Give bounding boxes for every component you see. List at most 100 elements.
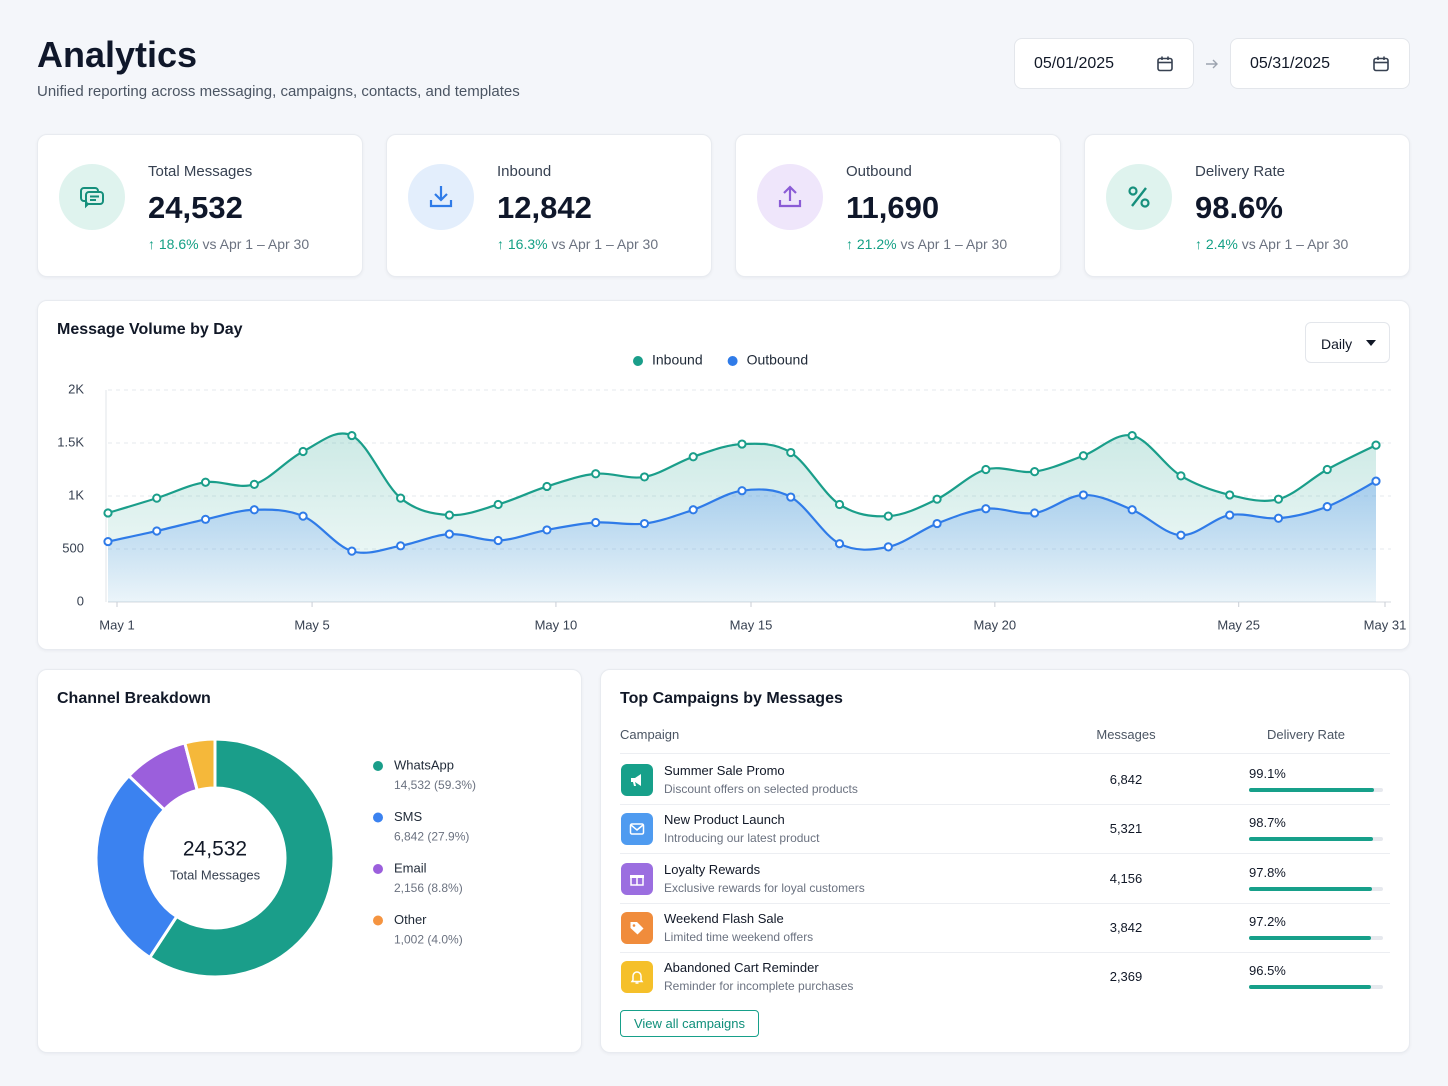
data-point (152, 526, 162, 536)
data-point (1176, 530, 1186, 540)
row-icon-glyph (631, 774, 641, 786)
data-point (298, 446, 308, 457)
data-point (396, 541, 406, 551)
kpi-icon (408, 164, 474, 230)
delivery-rate: 96.5% (1249, 963, 1286, 979)
kpi-comparison: vs Apr 1 – Apr 30 (551, 236, 659, 252)
data-point (932, 494, 942, 504)
data-point (1371, 476, 1381, 486)
data-point (1225, 510, 1235, 520)
column-header: Delivery Rate (1266, 727, 1346, 742)
page-subtitle: Unified reporting across messaging, camp… (37, 83, 520, 100)
rate-track (1249, 935, 1383, 940)
data-point (883, 542, 893, 552)
x-tick-label: May 31 (1364, 617, 1407, 632)
range-arrow (1206, 59, 1218, 69)
y-tick-label: 1.5K (57, 434, 84, 449)
kpi-change: ↑ 18.6% vs Apr 1 – Apr 30 (148, 236, 310, 252)
campaign-name: Summer Sale Promo (664, 763, 785, 778)
interval-select[interactable]: Daily (1305, 322, 1390, 363)
legend-swatch (373, 864, 383, 874)
data-point (834, 499, 845, 510)
start-date[interactable]: 05/01/2025 (1014, 38, 1194, 89)
end-date-text: 05/31/2025 (1250, 55, 1331, 72)
data-point (493, 499, 503, 510)
row-icon (621, 961, 653, 994)
y-tick-label: 2K (68, 381, 84, 396)
campaign-messages: 3,842 (1109, 919, 1143, 935)
data-point (493, 535, 503, 546)
data-point (542, 525, 552, 535)
kpi-change-value: 21.2% (856, 236, 897, 252)
legend-swatch (727, 356, 738, 366)
kpi-value: 12,842 (497, 190, 592, 225)
kpi-comparison: vs Apr 1 – Apr 30 (900, 236, 1008, 252)
legend-swatch (633, 356, 643, 366)
data-point (1078, 490, 1088, 500)
row-icon (621, 764, 653, 796)
y-tick-label: 0 (77, 593, 84, 608)
kpi-label: Total Messages (148, 163, 253, 180)
view-all-button[interactable]: View all campaigns (620, 1010, 759, 1037)
kpi-comparison: vs Apr 1 – Apr 30 (1241, 236, 1349, 252)
data-point (737, 486, 747, 496)
start-date-text: 05/01/2025 (1034, 55, 1115, 72)
chart-title: Channel Breakdown (57, 690, 211, 707)
line-chart: 0 500 1K 1.5K 2K May 1 May 5 May 10 May 15 May 20… (57, 352, 1407, 633)
legend-swatch (373, 915, 383, 926)
legend-label: Inbound (652, 352, 703, 368)
rate-bar (1249, 837, 1374, 842)
delivery-rate: 98.7% (1249, 815, 1286, 831)
page-title: Analytics (37, 34, 198, 75)
data-point (639, 472, 650, 482)
kpi-value: 98.6% (1195, 190, 1283, 225)
legend-swatch (373, 812, 383, 823)
data-point (786, 492, 796, 502)
row-icon-glyph (630, 971, 644, 984)
data-point (737, 439, 747, 449)
kpi-change-value: 18.6% (158, 236, 199, 252)
campaign-description: Reminder for incomplete purchases (664, 979, 854, 994)
data-point (200, 514, 211, 524)
x-tick-label: May 10 (535, 617, 578, 632)
kpi-change: ↑ 16.3% vs Apr 1 – Apr 30 (497, 236, 659, 252)
end-date[interactable]: 05/31/2025 (1230, 38, 1410, 89)
y-tick-label: 500 (62, 540, 84, 555)
data-point (1078, 451, 1088, 461)
channel-card: 24,532 Total Messages WhatsApp 14,532 (59.3… (37, 669, 582, 1053)
area-fill (108, 481, 1376, 602)
data-point (103, 508, 113, 518)
kpi-value: 24,532 (148, 190, 243, 225)
campaign-messages: 4,156 (1109, 870, 1143, 886)
rate-track (1249, 985, 1383, 990)
campaigns-card: Top Campaigns by Messages Campaign Messa… (600, 669, 1410, 1053)
x-tick-label: May 20 (974, 617, 1017, 632)
data-point (688, 505, 698, 515)
campaign-name: Abandoned Cart Reminder (664, 960, 819, 976)
rate-track (1249, 837, 1383, 842)
kpi-value: 11,690 (846, 190, 940, 225)
rate-bar (1249, 886, 1373, 891)
rate-track (1249, 788, 1383, 792)
kpi-label: Delivery Rate (1195, 163, 1286, 180)
dropdown-caret (1366, 340, 1376, 346)
data-point (591, 517, 601, 528)
row-icon (621, 911, 653, 944)
divider (620, 902, 1390, 904)
data-point (883, 511, 893, 521)
data-point (103, 536, 113, 547)
donut-slice (94, 773, 179, 960)
table-title: Top Campaigns by Messages (620, 690, 843, 707)
data-point (591, 469, 601, 479)
column-header: Campaign (620, 727, 680, 742)
campaign-description: Discount offers on selected products (664, 782, 858, 796)
x-tick-label: May 1 (99, 617, 134, 632)
divider (620, 753, 1390, 754)
data-point (639, 518, 650, 529)
donut-slice (182, 737, 217, 793)
kpi-change: ↑ 2.4% vs Apr 1 – Apr 30 (1195, 236, 1349, 252)
rate-bar (1249, 935, 1372, 940)
data-point (200, 477, 211, 487)
kpi-change-value: 2.4% (1205, 236, 1238, 252)
campaign-description: Exclusive rewards for loyal customers (664, 880, 865, 895)
